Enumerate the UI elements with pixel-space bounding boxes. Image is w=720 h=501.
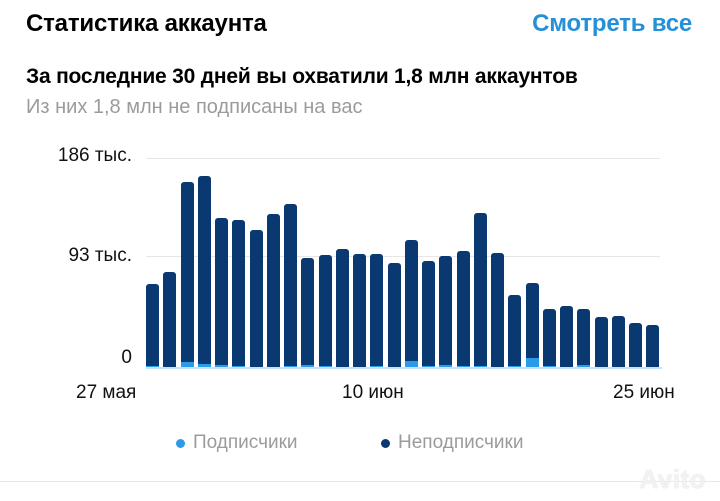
gridline-mid	[146, 256, 660, 257]
followers-segment	[525, 357, 539, 368]
followers-segment	[197, 364, 211, 368]
gridline-max	[146, 158, 660, 159]
bar-4[interactable]	[197, 176, 211, 368]
legend-label-non-followers: Неподписчики	[398, 432, 524, 453]
bar-7[interactable]	[249, 230, 263, 368]
followers-segment	[542, 365, 556, 368]
x-axis-baseline	[146, 367, 662, 369]
followers-segment	[456, 365, 470, 368]
bar-16[interactable]	[404, 240, 418, 368]
y-tick-mid: 93 тыс.	[68, 245, 132, 266]
page-title: Статистика аккаунта	[26, 10, 267, 37]
bar-3[interactable]	[180, 181, 194, 368]
x-tick-start: 27 мая	[76, 382, 137, 403]
bar-29[interactable]	[629, 322, 642, 368]
bar-8[interactable]	[266, 214, 280, 368]
divider	[0, 481, 720, 482]
bar-1[interactable]	[146, 284, 159, 368]
legend-item-non-followers: Неподписчики	[381, 432, 523, 454]
bar-18[interactable]	[439, 256, 453, 368]
bar-27[interactable]	[594, 317, 608, 368]
followers-segment	[473, 365, 487, 368]
bar-30[interactable]	[646, 325, 660, 368]
legend-label-followers: Подписчики	[193, 432, 298, 453]
reach-subline: Из них 1,8 млн не подписаны на вас	[26, 96, 363, 118]
bar-5[interactable]	[215, 217, 228, 368]
bar-9[interactable]	[284, 204, 297, 368]
bar-24[interactable]	[542, 309, 556, 368]
followers-segment	[215, 364, 228, 368]
plot-area	[146, 158, 662, 368]
followers-segment	[404, 361, 418, 368]
reach-headline: За последние 30 дней вы охватили 1,8 млн…	[26, 65, 578, 88]
bar-15[interactable]	[387, 263, 401, 368]
bar-2[interactable]	[163, 272, 177, 368]
bar-20[interactable]	[473, 213, 487, 368]
bar-28[interactable]	[611, 316, 625, 368]
followers-segment	[180, 362, 194, 368]
followers-segment	[301, 365, 315, 368]
bar-10[interactable]	[301, 258, 315, 368]
legend-item-followers: Подписчики	[176, 432, 298, 454]
x-tick-end: 25 июн	[613, 382, 675, 403]
followers-segment	[439, 364, 453, 368]
see-all-link[interactable]: Смотреть все	[532, 10, 692, 37]
non-followers-dot-icon	[381, 438, 390, 448]
avito-watermark: Avito	[639, 464, 706, 494]
y-tick-max: 186 тыс.	[57, 145, 132, 166]
bar-23[interactable]	[525, 283, 539, 368]
y-tick-zero: 0	[121, 347, 132, 368]
bar-21[interactable]	[491, 252, 504, 368]
followers-dot-icon	[176, 438, 185, 448]
bar-6[interactable]	[232, 220, 246, 368]
bar-12[interactable]	[335, 249, 349, 368]
bar-22[interactable]	[508, 294, 522, 368]
followers-segment	[577, 365, 591, 368]
bar-26[interactable]	[577, 309, 591, 368]
bar-13[interactable]	[353, 253, 366, 368]
bar-11[interactable]	[318, 255, 332, 368]
x-tick-mid: 10 июн	[342, 382, 404, 403]
bar-14[interactable]	[370, 253, 384, 368]
bar-25[interactable]	[560, 305, 573, 368]
bar-19[interactable]	[456, 250, 470, 368]
bar-17[interactable]	[422, 260, 435, 368]
